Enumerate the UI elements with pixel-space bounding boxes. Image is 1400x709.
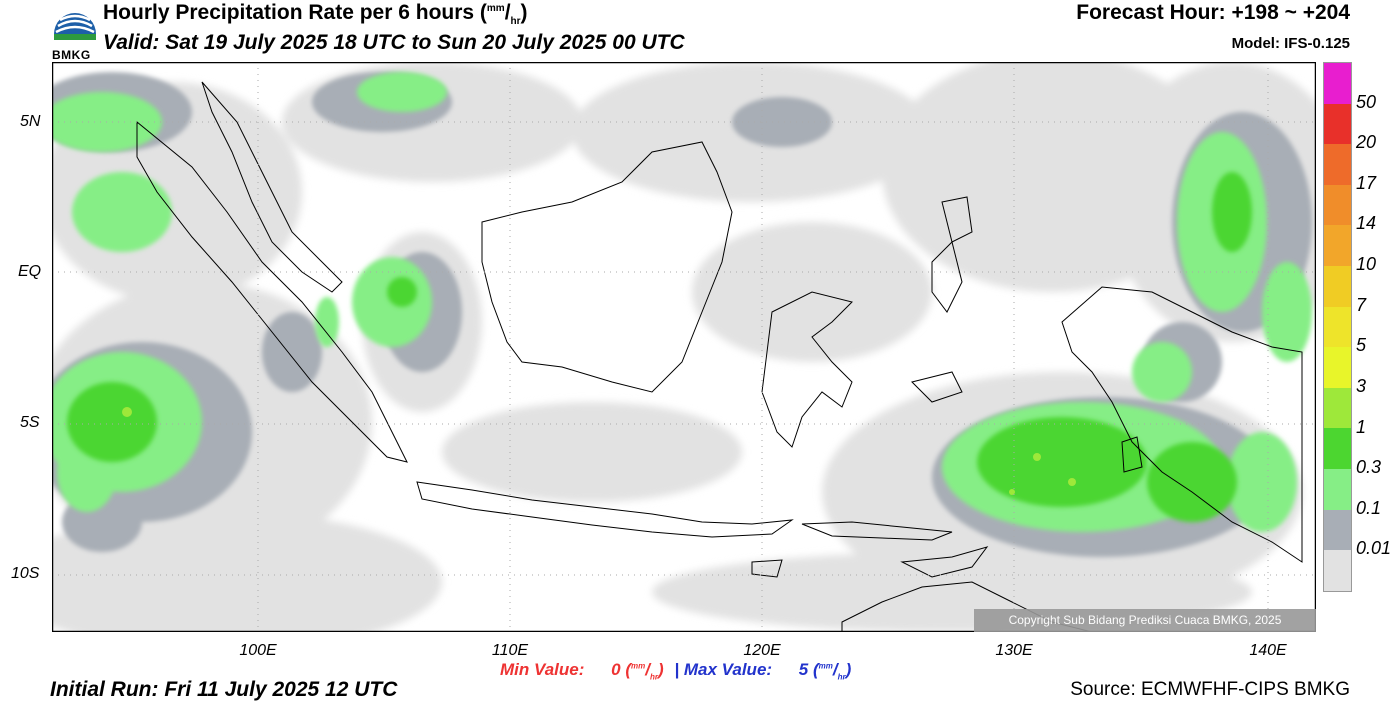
precipitation-colorbar bbox=[1323, 62, 1352, 592]
min-max-values: Min Value: 0 (mm/hr) | Max Value: 5 (mm/… bbox=[500, 660, 852, 682]
max-unit-sup: mm bbox=[818, 661, 833, 671]
colorbar-segment bbox=[1324, 387, 1351, 429]
colorbar-segment bbox=[1324, 225, 1351, 267]
lat-label-10s: 10S bbox=[11, 565, 40, 582]
colorbar-label: 3 bbox=[1356, 375, 1367, 396]
colorbar-segment bbox=[1324, 306, 1351, 348]
chart-title: Hourly Precipitation Rate per 6 hours (m… bbox=[103, 1, 528, 28]
colorbar-label: 0.01 bbox=[1356, 538, 1392, 559]
colorbar-segment bbox=[1324, 469, 1351, 510]
colorbar-label: 20 bbox=[1356, 132, 1377, 153]
copyright-notice: Copyright Sub Bidang Prediksi Cuaca BMKG… bbox=[974, 609, 1316, 632]
coastlines bbox=[136, 81, 1303, 633]
min-unit-sub: hr bbox=[649, 672, 658, 682]
colorbar-label: 50 bbox=[1356, 91, 1377, 112]
map-canvas bbox=[2, 52, 1352, 652]
lat-label-eq: EQ bbox=[18, 263, 42, 280]
title-close: ) bbox=[520, 1, 528, 24]
lon-label-130e: 130E bbox=[995, 642, 1033, 659]
colorbar-label: 0.3 bbox=[1356, 457, 1382, 478]
lon-label-120e: 120E bbox=[743, 642, 781, 659]
colorbar-segment bbox=[1324, 266, 1351, 307]
colorbar-label: 10 bbox=[1356, 254, 1377, 275]
colorbar-segment bbox=[1324, 103, 1351, 145]
lon-label-140e: 140E bbox=[1249, 642, 1287, 659]
graticule bbox=[52, 62, 1316, 632]
max-value: 5 bbox=[798, 660, 809, 679]
bmkg-logo: BMKG bbox=[50, 2, 100, 62]
model-name: Model: IFS-0.125 bbox=[1231, 35, 1350, 52]
bmkg-emblem-icon bbox=[54, 13, 96, 40]
valid-period: Valid: Sat 19 July 2025 18 UTC to Sun 20… bbox=[103, 31, 685, 54]
colorbar-segment bbox=[1324, 144, 1351, 185]
colorbar-segment bbox=[1324, 63, 1351, 104]
lon-label-100e: 100E bbox=[239, 642, 277, 659]
precip-peak-specks bbox=[122, 407, 1076, 495]
colorbar-label: 14 bbox=[1356, 213, 1377, 234]
lat-label-5s: 5S bbox=[20, 414, 40, 431]
colorbar-segment bbox=[1324, 550, 1351, 591]
initial-run: Initial Run: Fri 11 July 2025 12 UTC bbox=[50, 678, 398, 701]
colorbar-label: 1 bbox=[1356, 416, 1367, 437]
title-text: Hourly Precipitation Rate per 6 hours ( bbox=[103, 1, 487, 24]
data-source: Source: ECMWFHF-CIPS BMKG bbox=[1070, 679, 1350, 700]
forecast-hour: Forecast Hour: +198 ~ +204 bbox=[1076, 1, 1350, 24]
title-unit-sub: hr bbox=[510, 16, 521, 28]
min-label: Min Value: bbox=[500, 660, 585, 679]
colorbar-label: 17 bbox=[1356, 172, 1377, 193]
colorbar-segment bbox=[1324, 509, 1351, 551]
colorbar-label: 7 bbox=[1356, 294, 1367, 315]
colorbar-segment bbox=[1324, 428, 1351, 470]
min-value: 0 bbox=[611, 660, 621, 679]
separator: | bbox=[674, 660, 680, 679]
precip-heavy-areas bbox=[67, 172, 1252, 522]
colorbar-label: 0.1 bbox=[1356, 497, 1382, 518]
logo-text: BMKG bbox=[52, 48, 91, 62]
title-unit-sup: mm bbox=[486, 3, 505, 14]
precipitation-map bbox=[2, 52, 1352, 652]
colorbar-segment bbox=[1324, 347, 1351, 388]
colorbar-segment bbox=[1324, 184, 1351, 226]
lat-label-5n: 5N bbox=[20, 113, 41, 130]
max-unit-sub: hr bbox=[837, 672, 846, 682]
colorbar-label: 5 bbox=[1356, 335, 1367, 356]
min-unit-sup: mm bbox=[631, 661, 646, 671]
max-label: Max Value: bbox=[683, 660, 773, 679]
lon-label-110e: 110E bbox=[491, 642, 529, 659]
